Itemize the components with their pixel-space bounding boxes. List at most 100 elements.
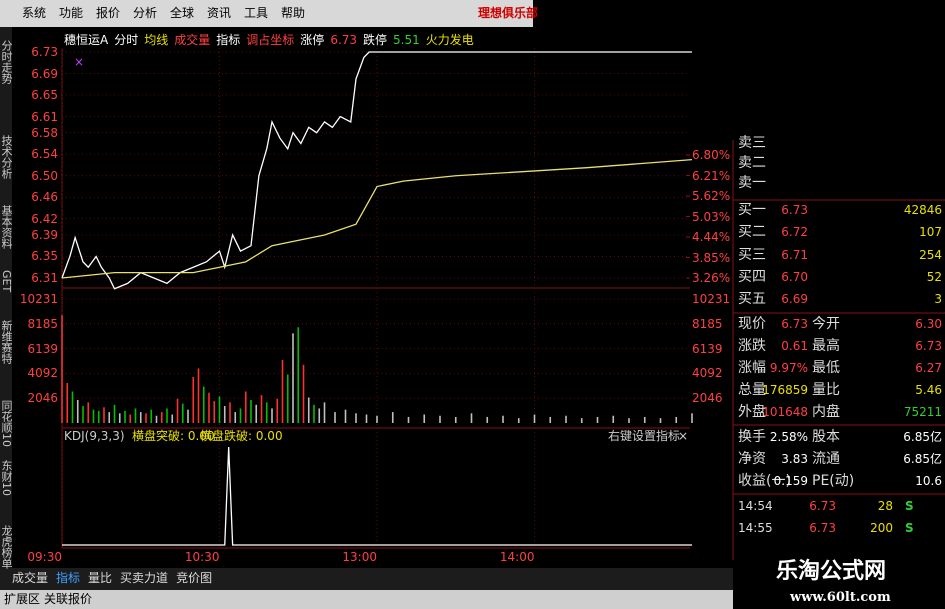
kdj-close[interactable]: × bbox=[678, 429, 689, 443]
side-tab[interactable]: 同花顺10 bbox=[0, 400, 13, 447]
quote-value: 2.58% bbox=[769, 430, 808, 444]
side-tab[interactable]: 东财10 bbox=[0, 460, 13, 496]
menu-item[interactable]: 全球 bbox=[170, 6, 195, 20]
volume-bar bbox=[565, 415, 567, 423]
volume-bar bbox=[76, 399, 79, 423]
brand: 理想俱乐部 bbox=[478, 6, 539, 20]
quote-value: 6.73 bbox=[915, 339, 942, 353]
buy-volume: 42846 bbox=[903, 203, 942, 217]
quote-label: 最高 bbox=[812, 338, 840, 354]
volume-bar bbox=[155, 415, 158, 423]
menu-item[interactable]: 分析 bbox=[133, 6, 158, 20]
volume-bar bbox=[454, 416, 457, 423]
volume-bar bbox=[239, 408, 242, 423]
watermark: 乐淘公式网 bbox=[776, 559, 887, 584]
buy-label: 买二 bbox=[738, 224, 766, 241]
percent-tick-label: 5.03% bbox=[692, 209, 731, 224]
side-tab[interactable]: GET bbox=[0, 270, 13, 293]
menu-item[interactable]: 工具 bbox=[244, 6, 269, 20]
price-tick-label: 6.58 bbox=[31, 125, 58, 140]
quote-value: 6.30 bbox=[915, 317, 942, 331]
menu-item[interactable]: 帮助 bbox=[281, 6, 306, 20]
quote-value: 6.85亿 bbox=[903, 452, 942, 466]
header-item: 跌停 bbox=[363, 33, 388, 47]
quote-value: 75211 bbox=[903, 405, 942, 419]
header-item: 火力发电 bbox=[425, 33, 474, 47]
volume-bar bbox=[139, 412, 142, 423]
volume-bar bbox=[61, 315, 63, 423]
tick-time: 14:54 bbox=[738, 499, 773, 513]
header-item: 调占坐标 bbox=[246, 33, 295, 47]
volume-bar bbox=[187, 409, 189, 423]
menu-item[interactable]: 功能 bbox=[59, 6, 84, 20]
menu-item[interactable]: 系统 bbox=[22, 6, 47, 20]
quote-label: 流通 bbox=[812, 451, 840, 467]
sidebar-bg bbox=[0, 27, 12, 570]
tick-side: S bbox=[905, 499, 914, 513]
volume-bar bbox=[281, 359, 284, 423]
buy-price: 6.69 bbox=[781, 292, 808, 307]
volume-bar bbox=[265, 402, 268, 423]
tab-bar bbox=[0, 568, 733, 590]
volume-bar bbox=[71, 391, 74, 423]
volume-bar bbox=[407, 416, 410, 423]
volume-bar bbox=[355, 413, 357, 423]
volume-bar bbox=[124, 410, 126, 423]
volume-bar bbox=[423, 414, 426, 423]
header-item: 涨停 bbox=[300, 33, 325, 47]
volume-bar bbox=[323, 402, 326, 423]
side-tab[interactable]: 基本资料 bbox=[0, 205, 13, 249]
buy-volume: 3 bbox=[934, 292, 942, 307]
side-tab[interactable]: 新维赛特 bbox=[0, 320, 13, 364]
bottom-button[interactable]: 关联报价 bbox=[44, 592, 93, 606]
quote-label: 最低 bbox=[812, 360, 840, 376]
header-item: 指标 bbox=[216, 33, 241, 47]
kdj-item: 横盘突破: 0.00 bbox=[132, 429, 215, 443]
bottom-tab[interactable]: 指标 bbox=[56, 571, 81, 585]
quote-label: 总量 bbox=[738, 382, 766, 398]
volume-bar bbox=[643, 416, 646, 423]
menu-item[interactable]: 资讯 bbox=[207, 6, 232, 20]
side-tab[interactable]: 技术分析 bbox=[0, 135, 13, 179]
volume-bar bbox=[376, 415, 378, 423]
quote-value: 6.73 bbox=[781, 317, 808, 331]
price-tick-label: 6.39 bbox=[31, 227, 58, 242]
volume-bar bbox=[628, 418, 630, 423]
volume-bar bbox=[675, 416, 678, 423]
volume-bar bbox=[223, 406, 226, 423]
volume-tick-label: 2046 bbox=[692, 391, 723, 406]
volume-bar bbox=[286, 374, 289, 423]
sell-label: 卖三 bbox=[738, 135, 766, 151]
bottom-button[interactable]: 扩展区 bbox=[4, 592, 41, 606]
quote-value: 101648 bbox=[762, 405, 808, 419]
quote-value: 0.61 bbox=[781, 339, 808, 353]
quote-value: 6.27 bbox=[915, 361, 942, 375]
header-item: 成交量 bbox=[174, 33, 211, 47]
volume-bar bbox=[234, 412, 237, 423]
percent-tick-label: 6.80% bbox=[692, 148, 731, 162]
side-tab[interactable]: 分时走势 bbox=[0, 40, 13, 84]
quote-label: 现价 bbox=[738, 316, 766, 332]
bottom-tab[interactable]: 量比 bbox=[88, 571, 113, 585]
side-tab[interactable]: 龙虎榜单 bbox=[0, 525, 13, 569]
header-item: 5.51 bbox=[393, 33, 420, 47]
bottom-tab[interactable]: 成交量 bbox=[12, 571, 49, 585]
quote-value: 6.85亿 bbox=[903, 430, 942, 444]
volume-bar bbox=[113, 404, 116, 423]
volume-tick-label: 6139 bbox=[692, 341, 723, 356]
price-tick-label: 6.35 bbox=[31, 249, 58, 264]
volume-bar bbox=[202, 386, 205, 423]
volume-tick-label: 2046 bbox=[27, 391, 58, 406]
volume-bar bbox=[260, 395, 263, 423]
time-tick-label: 10:30 bbox=[184, 550, 220, 564]
bottom-tab[interactable]: 竞价图 bbox=[176, 571, 213, 585]
menu-item[interactable]: 报价 bbox=[96, 6, 121, 20]
watermark: www.60lt.com bbox=[790, 590, 891, 605]
quote-value: 10.6 bbox=[915, 474, 942, 488]
buy-price: 6.72 bbox=[781, 225, 808, 240]
buy-price: 6.71 bbox=[781, 247, 808, 262]
quote-label: 外盘 bbox=[738, 404, 766, 420]
volume-bar bbox=[486, 416, 489, 423]
percent-tick-label: 3.26% bbox=[692, 271, 731, 285]
bottom-tab[interactable]: 买卖力道 bbox=[120, 571, 169, 585]
